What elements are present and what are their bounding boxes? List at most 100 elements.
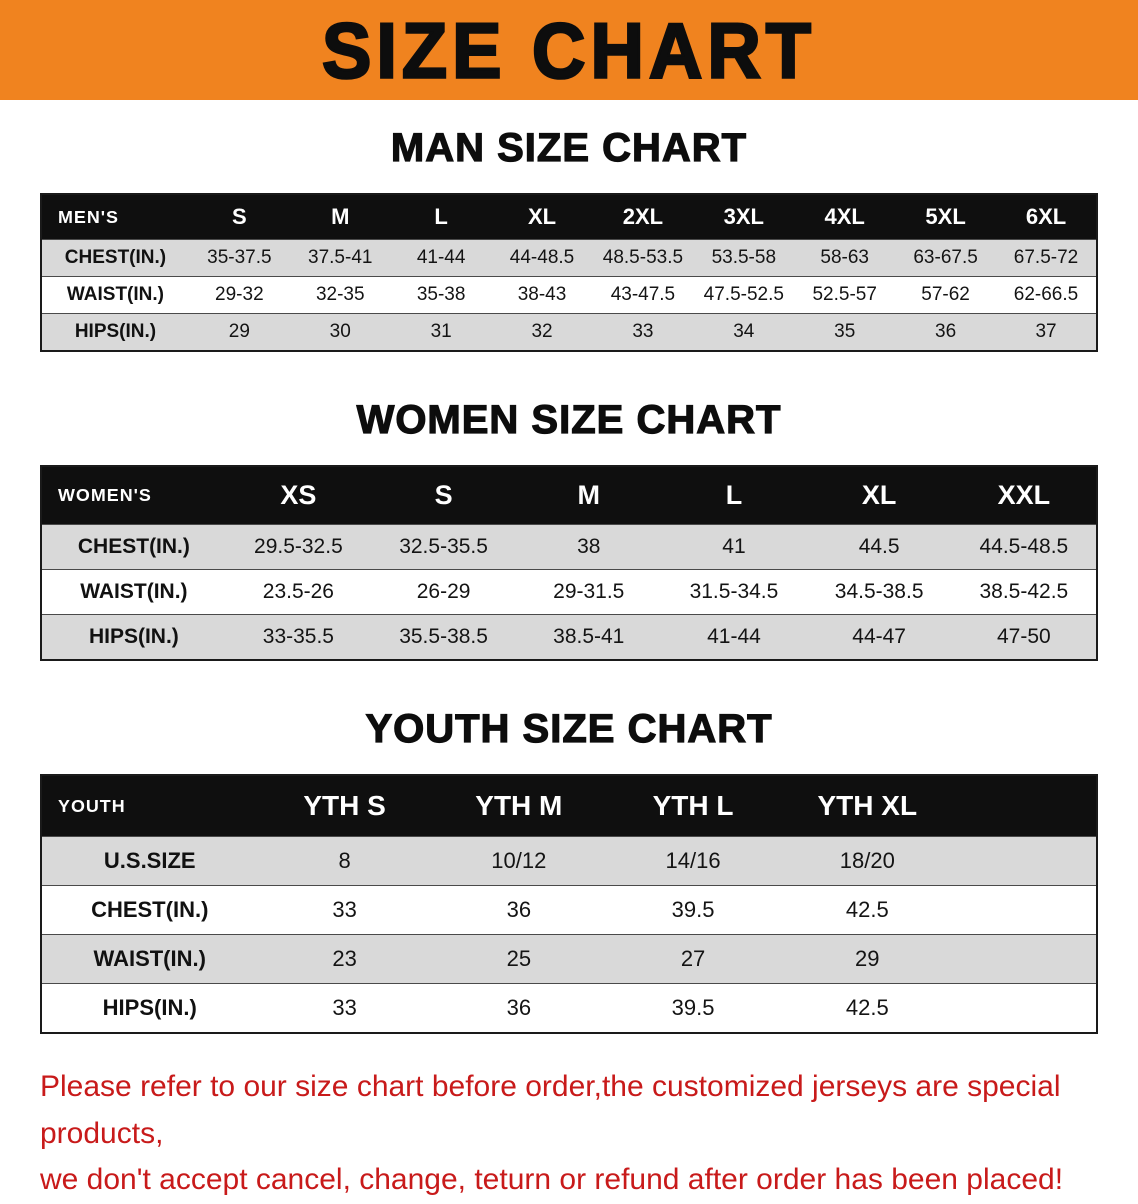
value-cell: 42.5 xyxy=(845,897,889,922)
table-title-cell: MEN'S xyxy=(41,194,189,240)
column-header-cell: S xyxy=(370,466,517,525)
notice-line-2: we don't accept cancel, change, teturn o… xyxy=(40,1163,1064,1196)
column-header-cell: 4XL xyxy=(794,194,896,240)
value-cell: 33 xyxy=(632,321,654,342)
value-cell: 42.5 xyxy=(845,995,889,1020)
column-header-cell: 3XL xyxy=(693,194,795,240)
value-cell: 63-67.5 xyxy=(913,247,978,268)
value-cell: 32-35 xyxy=(315,284,365,305)
value-cell: 35 xyxy=(834,321,856,342)
value-cell: 47.5-52.5 xyxy=(703,284,784,305)
data-row: CHEST(IN.) 29.5-32.5 32.5-35.5 38 41 44.5 44.5… xyxy=(41,524,1097,570)
data-row: HIPS(IN.) 33 36 39.5 42.5 xyxy=(41,983,1097,1034)
youth-size-section: YOUTH SIZE CHART YOUTH YTH S YTH M YTH L YTH… xyxy=(0,706,1138,1034)
youth-section-heading: YOUTH SIZE CHART xyxy=(365,706,773,751)
value-cell: 31.5-34.5 xyxy=(689,580,779,603)
column-header-cell: 2XL xyxy=(592,194,694,240)
column-header-cell: YTH S xyxy=(257,775,432,837)
value-cell: 44-48.5 xyxy=(509,247,575,268)
value-cell: 41 xyxy=(722,535,746,558)
value-cell: 41-44 xyxy=(707,625,761,648)
value-cell: 38-43 xyxy=(517,284,567,305)
value-cell: 52.5-57 xyxy=(812,284,877,305)
data-row: WAIST(IN.) 23.5-26 26-29 29-31.5 31.5-34.5 34… xyxy=(41,569,1097,615)
data-row: CHEST(IN.) 33 36 39.5 42.5 xyxy=(41,885,1097,935)
row-label-cell: CHEST(IN.) xyxy=(91,897,209,922)
value-cell: 27 xyxy=(680,946,706,971)
table-header-row: WOMEN'S XS S M L XL XXL xyxy=(41,466,1097,525)
data-row: WAIST(IN.) 23 25 27 29 xyxy=(41,934,1097,984)
spacer-cell xyxy=(954,886,1097,935)
value-cell: 18/20 xyxy=(839,848,895,873)
column-header-cell: S xyxy=(188,194,290,240)
value-cell: 41-44 xyxy=(416,247,466,268)
value-cell: 25 xyxy=(506,946,532,971)
column-header-cell: 5XL xyxy=(895,194,997,240)
row-label-cell: CHEST(IN.) xyxy=(64,247,167,268)
value-cell: 29-32 xyxy=(215,284,264,305)
spacer-cell xyxy=(954,775,1097,837)
data-row: HIPS(IN.) 33-35.5 35.5-38.5 38.5-41 41-44 44-… xyxy=(41,614,1097,660)
column-header-cell: YTH XL xyxy=(780,775,955,837)
notice-line-1: Please refer to our size chart before or… xyxy=(40,1070,1061,1150)
value-cell: 30 xyxy=(329,321,351,342)
table-header-row: YOUTH YTH S YTH M YTH L YTH XL xyxy=(41,775,1097,837)
row-label-cell: WAIST(IN.) xyxy=(66,284,164,305)
row-label-cell: WAIST(IN.) xyxy=(80,580,188,603)
spacer-cell xyxy=(954,935,1097,984)
order-notice: Please refer to our size chart before or… xyxy=(40,1064,1098,1204)
value-cell: 53.5-58 xyxy=(711,247,777,268)
value-cell: 29 xyxy=(855,946,880,971)
value-cell: 36 xyxy=(935,321,957,342)
women-size-section: WOMEN SIZE CHART WOMEN'S XS S M L XL XXL CHEST(… xyxy=(0,397,1138,661)
value-cell: 35-38 xyxy=(416,284,466,305)
table-header-row: MEN'S S M L XL 2XL 3XL 4XL 5XL 6XL xyxy=(41,194,1097,240)
row-label-cell: HIPS(IN.) xyxy=(74,321,157,342)
value-cell: 44.5-48.5 xyxy=(979,535,1069,558)
table-title-cell: YOUTH xyxy=(41,775,258,837)
value-cell: 8 xyxy=(338,848,351,873)
column-header-cell: XL xyxy=(491,194,593,240)
row-label-cell: HIPS(IN.) xyxy=(88,625,179,648)
value-cell: 29.5-32.5 xyxy=(254,535,343,558)
value-cell: 23.5-26 xyxy=(262,580,334,603)
column-header-cell: XL xyxy=(806,466,952,525)
value-cell: 39.5 xyxy=(671,897,715,922)
row-label-cell: U.S.SIZE xyxy=(103,848,196,873)
value-cell: 38 xyxy=(577,535,601,558)
value-cell: 14/16 xyxy=(665,848,721,873)
value-cell: 33 xyxy=(332,897,357,922)
column-header-cell: L xyxy=(661,466,807,525)
spacer-cell xyxy=(954,984,1097,1034)
value-cell: 31 xyxy=(430,321,452,342)
value-cell: 29-31.5 xyxy=(553,580,625,603)
value-cell: 39.5 xyxy=(671,995,715,1020)
value-cell: 29 xyxy=(228,321,250,342)
column-header-cell: XS xyxy=(225,466,371,525)
size-charts-main: MAN SIZE CHART MEN'S S M L XL 2XL 3XL 4XL 5XL 6XL… xyxy=(0,125,1138,1034)
value-cell: 44-47 xyxy=(852,625,906,648)
value-cell: 48.5-53.5 xyxy=(602,247,684,268)
value-cell: 36 xyxy=(506,995,532,1020)
value-cell: 10/12 xyxy=(491,848,547,873)
men-size-table: MEN'S S M L XL 2XL 3XL 4XL 5XL 6XL CHEST(IN.) 35-37… xyxy=(40,193,1098,352)
value-cell: 34.5-38.5 xyxy=(834,580,924,603)
column-header-cell: 6XL xyxy=(996,194,1097,240)
column-header-cell: YTH L xyxy=(605,775,781,837)
data-row: CHEST(IN.) 35-37.5 37.5-41 41-44 44-48.5 48.5… xyxy=(41,239,1097,277)
value-cell: 62-66.5 xyxy=(1013,284,1079,305)
value-cell: 37 xyxy=(1035,321,1057,342)
column-header-cell: YTH M xyxy=(431,775,606,837)
value-cell: 58-63 xyxy=(820,247,869,268)
size-chart-banner: SIZE CHART xyxy=(0,0,1138,100)
row-label-cell: HIPS(IN.) xyxy=(102,995,197,1020)
value-cell: 33-35.5 xyxy=(262,625,334,648)
value-cell: 35.5-38.5 xyxy=(399,625,488,648)
data-row: WAIST(IN.) 29-32 32-35 35-38 38-43 43-47.5 47.… xyxy=(41,276,1097,314)
value-cell: 26-29 xyxy=(416,580,471,603)
value-cell: 47-50 xyxy=(997,625,1051,648)
value-cell: 43-47.5 xyxy=(610,284,676,305)
column-header-cell: L xyxy=(390,194,492,240)
value-cell: 44.5 xyxy=(858,535,900,558)
value-cell: 67.5-72 xyxy=(1013,247,1079,268)
